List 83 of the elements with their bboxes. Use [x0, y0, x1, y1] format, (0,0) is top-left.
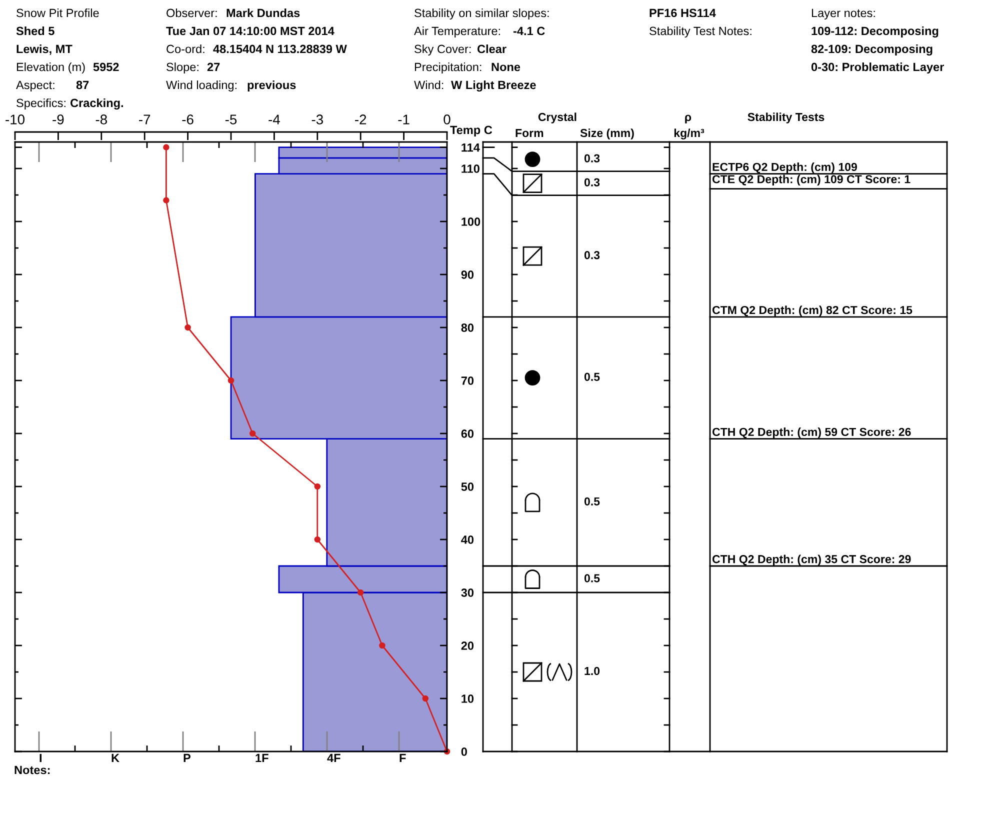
y-tick-label: 40	[461, 536, 474, 544]
text: P	[184, 754, 190, 762]
text: previous	[248, 80, 296, 92]
text: 87	[76, 80, 89, 90]
text: Precipitation:	[414, 62, 482, 74]
text: Mark Dundas	[226, 8, 300, 18]
x2-tick-label: -10	[6, 114, 24, 124]
ref-line-label: CTM Q2 Depth: (cm) 82 CT Score: 15	[712, 306, 912, 316]
x2-tick-label: -9	[52, 114, 64, 124]
x2-tick-label: -5	[225, 114, 237, 124]
y-tick-label: 30	[461, 588, 474, 597]
text: Notes:	[14, 766, 50, 774]
text: 5952	[93, 62, 119, 72]
text: Snow Pit Profile	[16, 8, 99, 18]
text: 0.3	[584, 154, 600, 162]
text: Lewis, MT	[16, 44, 72, 55]
text: Shed 5	[16, 26, 54, 36]
x2-tick-label: -4	[268, 114, 280, 124]
text: Observer:	[166, 8, 217, 18]
y-tick-label: 70	[461, 376, 474, 385]
text: Stability on similar slopes:	[414, 8, 549, 20]
x2-axis-title: Temp C	[450, 126, 492, 136]
text: F	[400, 754, 406, 762]
x2-tick-label: -2	[355, 114, 366, 124]
x2-tick-label: -6	[182, 114, 194, 124]
x2-tick-label: -3	[312, 114, 323, 124]
text: Co-ord:	[166, 44, 204, 54]
text: Air Temperature:	[414, 26, 500, 38]
x2-tick-label: -8	[96, 114, 107, 124]
x2-tick-label: 0	[444, 114, 450, 124]
text: Stability Tests	[748, 112, 824, 124]
text: 1.0	[584, 666, 600, 676]
ref-line-label: CTH Q2 Depth: (cm) 59 CT Score: 26	[712, 428, 911, 438]
text: 0.5	[584, 497, 600, 506]
y-tick-label: 20	[461, 642, 474, 650]
ref-line-label: ECTP6 Q2 Depth: (cm) 109	[712, 162, 857, 174]
ref-line-label: CTH Q2 Depth: (cm) 35 CT Score: 29	[712, 554, 911, 566]
text: 82-109: Decomposing	[811, 44, 932, 56]
text: 48.15404 N 113.28839 W	[213, 44, 347, 54]
y-tick-label: 60	[461, 430, 474, 438]
text: kg/m³	[674, 128, 704, 140]
text: Size (mm)	[580, 128, 634, 140]
text: 1F	[256, 754, 268, 762]
y-tick-label: 10	[462, 694, 474, 703]
text: PF16 HS114	[650, 8, 716, 18]
text: ρ	[685, 114, 692, 124]
text: Slope:	[166, 62, 198, 74]
text: K	[112, 754, 120, 762]
text: Crystal	[538, 112, 576, 124]
text: 0-30: Problematic Layer	[811, 62, 944, 74]
x2-tick-label: -1	[398, 114, 410, 124]
text: None	[492, 62, 520, 72]
text: 4F	[327, 754, 340, 762]
annotation: CTE Q2 Depth: (cm) 109 CT Score: 1	[712, 174, 910, 186]
text: 0.3	[584, 178, 600, 186]
text: -4.1 C	[513, 26, 545, 36]
text: 27	[207, 62, 220, 72]
y-tick-label: 80	[461, 324, 474, 332]
text: Layer notes:	[812, 8, 875, 20]
text: Cracking.	[70, 98, 123, 110]
y-tick-label: 100	[462, 218, 480, 226]
text: Specifics:	[16, 98, 66, 110]
text: Stability Test Notes:	[650, 26, 752, 38]
text: W Light Breeze	[451, 80, 536, 92]
y-tick-label: 114	[462, 143, 480, 152]
text: Wind:	[414, 80, 444, 90]
text: Elevation (m)	[16, 62, 85, 74]
x2-tick-label: -7	[139, 114, 150, 124]
y-tick-label: 50	[461, 482, 474, 491]
y-tick-label: 0	[461, 748, 467, 756]
text: Wind loading:	[166, 80, 236, 92]
text: 109-112: Decomposing	[812, 26, 938, 38]
text: Aspect:	[16, 80, 54, 92]
text: Sky Cover:	[414, 44, 471, 56]
text: I	[40, 754, 42, 762]
y-tick-label: 110	[462, 164, 480, 173]
text: Tue Jan 07 14:10:00 MST 2014	[166, 26, 334, 36]
text: 0.3	[584, 251, 600, 260]
y-tick-label: 90	[461, 270, 474, 279]
text: Clear	[477, 44, 506, 54]
text: 0.5	[584, 574, 600, 582]
text: 0.5	[584, 372, 600, 381]
text: Form	[516, 129, 544, 138]
